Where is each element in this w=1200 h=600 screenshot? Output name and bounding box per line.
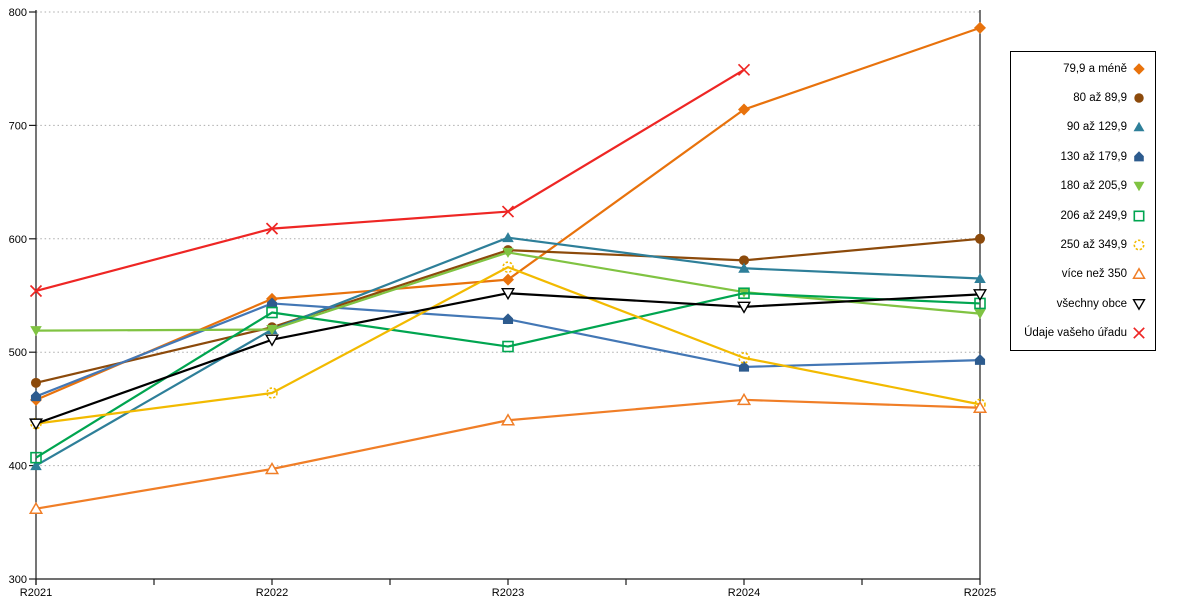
- x-axis-label: R2021: [20, 587, 52, 599]
- legend-marker-x-icon: [1133, 327, 1145, 340]
- data-point-marker: [266, 387, 278, 399]
- data-point-marker: [972, 400, 988, 414]
- legend-item: 250 až 349,9: [1011, 231, 1155, 259]
- data-point-marker: [737, 63, 751, 76]
- legend-marker-triangle-down-icon: [1133, 181, 1145, 192]
- legend-marker-triangle-up-icon: [1133, 122, 1145, 132]
- data-point-marker: [738, 287, 750, 300]
- legend-label: všechny obce: [1056, 297, 1127, 310]
- data-point-marker: [266, 325, 278, 336]
- series-line: [35, 292, 981, 459]
- x-axis-label: R2025: [964, 587, 996, 599]
- series-250-a-349-9: [30, 261, 986, 430]
- legend-label: 79,9 a méně: [1063, 62, 1127, 75]
- data-point-marker: [738, 360, 750, 372]
- data-point-marker: [31, 377, 41, 388]
- data-point-marker: [30, 460, 42, 471]
- data-point-marker: [739, 255, 749, 266]
- data-point-marker: [738, 352, 750, 364]
- data-point-marker: [265, 334, 279, 347]
- legend-label: 180 až 205,9: [1060, 180, 1127, 193]
- series-line: [35, 68, 745, 293]
- y-axis-label: 600: [9, 234, 27, 246]
- data-point-marker: [736, 392, 752, 406]
- legend-marker-circle-icon: [1134, 93, 1144, 103]
- data-point-marker: [29, 284, 43, 298]
- legend-item: 90 až 129,9: [1011, 113, 1155, 141]
- data-point-marker: [30, 390, 42, 402]
- data-point-marker: [974, 398, 986, 411]
- data-point-marker: [502, 340, 514, 353]
- series--daje-va-eho-adu: [29, 63, 751, 298]
- data-point-marker: [501, 288, 515, 301]
- data-point-marker: [738, 262, 750, 273]
- legend-item: všechny obce: [1011, 290, 1155, 318]
- series-line: [35, 237, 981, 384]
- data-point-marker: [738, 103, 750, 116]
- data-point-marker: [266, 297, 278, 309]
- legend-label: 80 až 89,9: [1073, 92, 1127, 105]
- legend-marker-pentagon-icon: [1134, 151, 1144, 162]
- legend-item: 206 až 249,9: [1011, 202, 1155, 230]
- chart-legend: 79,9 a méně 80 až 89,9 90 až 129,9 130 až 1…: [1010, 51, 1156, 351]
- data-point-marker: [737, 301, 751, 314]
- data-point-marker: [30, 451, 42, 464]
- legend-marker-circle-open-icon: [1133, 239, 1145, 251]
- legend-marker-triangle-open-icon: [1132, 267, 1146, 280]
- series-v-ce-ne-350: [28, 392, 988, 514]
- data-point-marker: [973, 289, 987, 302]
- legend-label: 250 až 349,9: [1060, 239, 1127, 252]
- data-point-marker: [500, 413, 516, 426]
- data-point-marker: [30, 326, 42, 337]
- legend-item: 80 až 89,9: [1011, 84, 1155, 112]
- legend-label: 90 až 129,9: [1066, 121, 1127, 134]
- data-point-marker: [974, 21, 986, 34]
- legend-marker-diamond-icon: [1133, 62, 1145, 75]
- y-axis-label: 800: [9, 7, 27, 19]
- series-line: [35, 266, 981, 425]
- x-axis-label: R2024: [728, 587, 760, 599]
- x-axis-label: R2022: [256, 587, 288, 599]
- data-point-marker: [28, 501, 44, 514]
- y-axis-label: 300: [9, 574, 27, 586]
- series-90-a-129-9: [30, 232, 986, 471]
- data-point-marker: [266, 306, 278, 319]
- data-point-marker: [264, 462, 280, 475]
- legend-marker-triangle-down-open-icon: [1132, 298, 1146, 311]
- y-axis-label: 400: [9, 461, 27, 473]
- series-v-echny-obce: [29, 288, 987, 431]
- legend-label: 130 až 179,9: [1060, 150, 1127, 163]
- data-point-marker: [502, 313, 514, 324]
- data-point-marker: [975, 233, 985, 244]
- x-axis-label: R2023: [492, 587, 524, 599]
- data-point-marker: [502, 273, 514, 286]
- legend-item: Údaje vašeho úřadu: [1011, 319, 1155, 347]
- legend-item: 130 až 179,9: [1011, 143, 1155, 171]
- y-axis-label: 500: [9, 347, 27, 359]
- series-line: [35, 26, 981, 401]
- data-point-marker: [502, 261, 514, 273]
- y-axis-label: 700: [9, 120, 27, 132]
- legend-label: Údaje vašeho úřadu: [1024, 327, 1127, 340]
- data-point-marker: [974, 272, 986, 283]
- legend-item: více než 350: [1011, 260, 1155, 288]
- data-point-marker: [502, 232, 514, 243]
- data-point-marker: [974, 354, 986, 365]
- data-point-marker: [501, 205, 515, 218]
- legend-label: 206 až 249,9: [1060, 209, 1127, 222]
- series-130-a-179-9: [30, 297, 986, 402]
- series-79-9-a-m-n-: [30, 21, 986, 406]
- data-point-marker: [502, 247, 514, 258]
- legend-label: více než 350: [1061, 268, 1127, 281]
- data-point-marker: [265, 222, 279, 235]
- legend-marker-square-open-icon: [1133, 210, 1145, 222]
- legend-item: 79,9 a méně: [1011, 55, 1155, 83]
- data-point-marker: [29, 418, 43, 431]
- legend-item: 180 až 205,9: [1011, 172, 1155, 200]
- data-point-marker: [974, 309, 986, 320]
